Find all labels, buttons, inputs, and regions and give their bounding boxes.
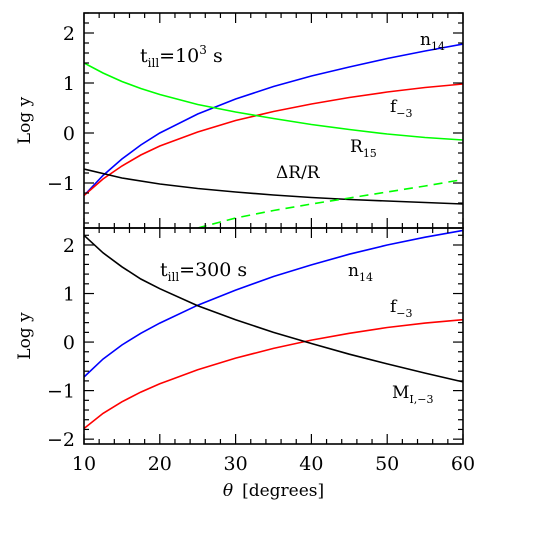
y-tick-label: 1	[63, 284, 75, 306]
series-label-n-subscript: 14	[359, 271, 373, 284]
y-tick-label: 1	[63, 73, 75, 95]
x-tick-label: 60	[451, 453, 475, 475]
y-axis-label: Log y	[15, 96, 35, 144]
series-label-M-text: M	[392, 383, 409, 403]
series-label-RR-text: ΔR/R	[276, 163, 321, 183]
illumination-time-annotation: till=300 s	[160, 259, 247, 284]
series-label-M-subscript: I,−3	[409, 393, 433, 406]
x-tick-label: 50	[375, 453, 399, 475]
y-axis-label: Log y	[15, 312, 35, 360]
y-tick-label: −2	[47, 429, 75, 451]
series-line-n-0	[84, 43, 463, 197]
series-line-f-1	[84, 83, 463, 197]
plot-frame	[83, 227, 464, 445]
top-panel: −1 0 1 2 Log y till=103 s n14 f−3 R15 ΔR/R	[15, 12, 464, 229]
x-tick-label: 10	[72, 453, 96, 475]
illumination-time-annotation: till=103 s	[140, 43, 223, 70]
series-label-R-text: R	[350, 137, 364, 157]
series-label-n-subscript: 14	[431, 40, 445, 53]
series-label-n-text: n	[348, 261, 359, 281]
series-label-R-subscript: 15	[363, 147, 377, 160]
series-line-f-1	[84, 318, 463, 430]
series-label-n: n14	[420, 30, 445, 53]
y-tick-label: 0	[63, 123, 75, 145]
series-label-R: R15	[350, 137, 377, 160]
plot-area	[84, 229, 463, 430]
x-tick-label: 30	[224, 453, 248, 475]
series-line-M-2	[84, 234, 463, 383]
series-line-R-2	[84, 62, 463, 141]
series-label-f-subscript: −3	[396, 307, 412, 320]
series-line-n-0	[84, 229, 463, 378]
series-line-RR-3	[84, 168, 463, 205]
series-label-f-subscript: −3	[396, 107, 412, 120]
y-tick-label: 2	[63, 235, 75, 257]
y-tick-label: 0	[63, 332, 75, 354]
series-label-M: MI,−3	[392, 383, 433, 406]
plot-area	[84, 43, 463, 228]
series-label-n: n14	[348, 261, 373, 284]
x-tick-label: 20	[148, 453, 172, 475]
y-tick-label: −1	[47, 381, 75, 403]
y-tick-label: 2	[63, 23, 75, 45]
series-label-f-text: f	[390, 297, 398, 317]
x-tick-label: 40	[299, 453, 323, 475]
series-label-RR: ΔR/R	[276, 163, 321, 183]
series-label-f-text: f	[390, 97, 398, 117]
bottom-panel: −2 −1 0 1 2 10 20 30 40 50 60 θ [degrees] Log y till=3…	[15, 227, 475, 501]
series-label-f: f−3	[390, 297, 413, 320]
x-axis-label: θ [degrees]	[223, 481, 324, 501]
series-line-dashed-4	[197, 178, 463, 228]
y-tick-label: −1	[47, 173, 75, 195]
series-label-n-text: n	[420, 30, 431, 50]
series-label-f: f−3	[390, 97, 413, 120]
